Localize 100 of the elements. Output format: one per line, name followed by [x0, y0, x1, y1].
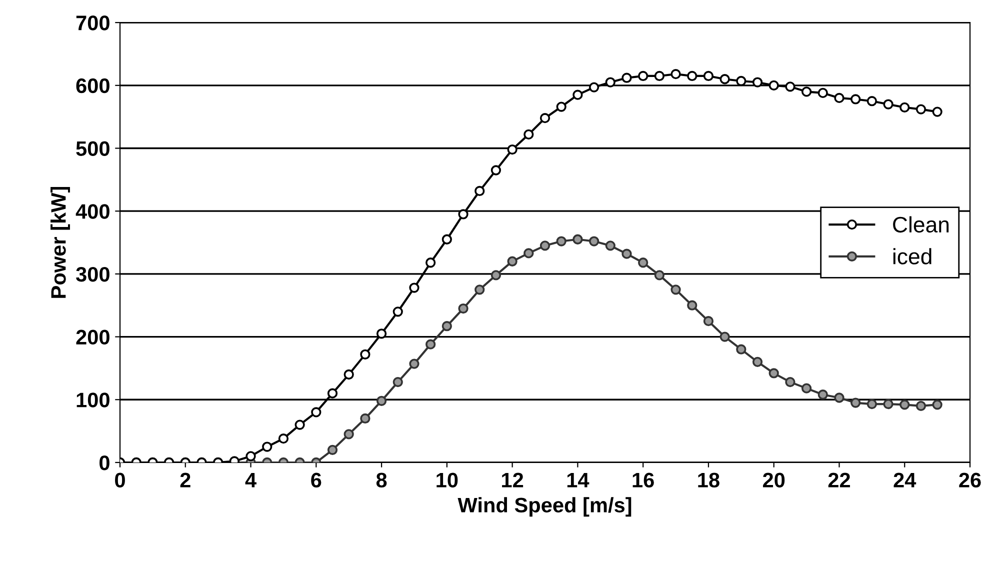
point — [752, 77, 763, 88]
point — [360, 413, 370, 424]
point — [670, 284, 681, 295]
point — [818, 390, 828, 400]
point — [409, 282, 420, 293]
point — [932, 106, 942, 117]
point — [376, 328, 387, 339]
point — [392, 306, 403, 317]
point — [426, 339, 436, 350]
x-tick-label: 6 — [311, 472, 322, 488]
point — [622, 248, 632, 259]
point — [540, 113, 550, 124]
point — [588, 82, 600, 92]
point — [703, 316, 714, 326]
point — [638, 70, 648, 82]
point — [687, 300, 698, 310]
x-tick-label: 26 — [959, 472, 981, 488]
point — [344, 429, 354, 440]
y-tick-label: 400 — [76, 204, 110, 219]
x-tick-label: 2 — [180, 472, 190, 488]
y-tick-label: 0 — [100, 455, 110, 470]
point — [605, 240, 616, 251]
point — [850, 398, 861, 408]
point — [474, 186, 485, 196]
point — [294, 420, 305, 430]
legend-label: iced — [893, 248, 932, 264]
point — [426, 258, 436, 268]
point — [752, 356, 763, 367]
point — [622, 72, 632, 83]
point — [916, 104, 926, 114]
point — [785, 82, 796, 92]
point — [932, 400, 942, 410]
point — [736, 76, 746, 86]
point — [834, 92, 844, 104]
point — [866, 398, 877, 410]
point — [801, 383, 812, 394]
point — [818, 88, 828, 98]
x-tick-label: 14 — [567, 472, 590, 488]
point — [556, 102, 566, 112]
point — [850, 94, 861, 104]
point — [524, 129, 534, 140]
point — [524, 248, 534, 258]
y-tick-label: 100 — [76, 392, 110, 408]
point — [490, 165, 502, 176]
x-tick-label: 8 — [376, 472, 387, 488]
y-tick-label: 600 — [76, 78, 110, 94]
point — [687, 70, 698, 82]
point — [458, 209, 468, 220]
point — [327, 444, 338, 455]
x-tick-label: 24 — [894, 472, 916, 488]
x-tick-label: 10 — [436, 472, 458, 488]
point — [246, 451, 256, 462]
point — [654, 270, 664, 280]
x-tick-label: 22 — [828, 472, 850, 488]
x-axis-title: Wind Speed [m/s] — [458, 497, 632, 517]
point — [262, 442, 272, 452]
point — [720, 332, 730, 342]
point — [638, 258, 648, 268]
point — [442, 234, 452, 244]
point — [720, 74, 730, 84]
point — [311, 407, 322, 418]
point — [768, 368, 779, 378]
point — [654, 70, 664, 82]
point — [572, 234, 583, 244]
y-tick-label: 300 — [76, 266, 110, 282]
point — [540, 240, 550, 251]
point — [409, 358, 420, 369]
x-tick-label: 16 — [632, 472, 654, 488]
x-tick-label: 18 — [698, 472, 720, 488]
point — [392, 376, 403, 388]
point — [834, 392, 844, 403]
point — [900, 102, 910, 112]
point — [442, 321, 452, 332]
point — [605, 77, 616, 88]
x-tick-label: 4 — [245, 472, 256, 488]
point — [327, 388, 338, 398]
point — [801, 86, 812, 97]
x-tick-label: 12 — [502, 472, 524, 488]
point — [360, 349, 370, 360]
point — [572, 90, 583, 100]
legend-label: Clean — [893, 216, 949, 233]
point — [458, 303, 468, 314]
point — [556, 236, 566, 246]
point — [490, 270, 502, 280]
point — [736, 344, 746, 354]
point — [785, 376, 796, 388]
point — [768, 80, 779, 90]
point — [588, 236, 600, 246]
y-tick-label: 500 — [76, 141, 110, 156]
point — [344, 369, 354, 380]
point — [900, 400, 910, 410]
point — [376, 396, 387, 406]
point — [278, 434, 289, 444]
point — [883, 99, 894, 110]
y-tick-label: 200 — [76, 330, 110, 345]
point — [916, 400, 926, 411]
point — [474, 284, 485, 295]
point — [507, 256, 518, 266]
point — [883, 398, 894, 410]
x-tick-label: 0 — [115, 472, 125, 488]
